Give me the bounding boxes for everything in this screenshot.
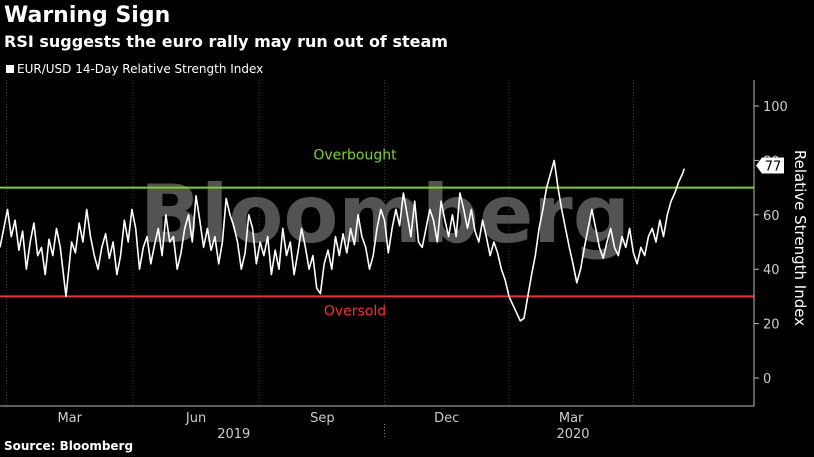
last-value-marker bbox=[756, 157, 784, 174]
x-tick-label: Mar bbox=[57, 411, 82, 426]
legend-swatch bbox=[6, 65, 14, 73]
x-tick-label: Dec bbox=[434, 411, 459, 426]
y-tick-label: 40 bbox=[763, 263, 780, 278]
y-axis-label: Relative Strength Index bbox=[791, 150, 809, 326]
chart-subtitle: RSI suggests the euro rally may run out … bbox=[4, 32, 448, 51]
y-tick-label: 100 bbox=[763, 100, 788, 115]
y-tick-label: 0 bbox=[763, 372, 771, 387]
x-year-label: 2019 bbox=[217, 427, 250, 442]
series-lines bbox=[0, 159, 686, 322]
x-tick-label: Mar bbox=[559, 411, 584, 426]
grid bbox=[6, 80, 634, 438]
x-year-label: 2020 bbox=[556, 427, 589, 442]
last-value-label: 77 bbox=[765, 160, 782, 175]
threshold-label-overbought: Overbought bbox=[313, 148, 397, 164]
y-tick-label: 20 bbox=[763, 318, 780, 333]
x-tick-label: Jun bbox=[185, 411, 206, 426]
thresholds: Overbought Oversold bbox=[0, 148, 754, 319]
axes: 020406080100MarJunSepDecMar2019202077Rel… bbox=[0, 80, 809, 442]
source-note: Source: Bloomberg bbox=[4, 439, 134, 453]
threshold-label-oversold: Oversold bbox=[324, 303, 386, 319]
series-line-0 bbox=[0, 159, 686, 322]
legend: EUR/USD 14-Day Relative Strength Index bbox=[6, 62, 263, 76]
chart-title: Warning Sign bbox=[4, 3, 171, 28]
legend-entry: EUR/USD 14-Day Relative Strength Index bbox=[17, 62, 264, 76]
y-tick-label: 60 bbox=[763, 209, 780, 224]
x-tick-label: Sep bbox=[310, 411, 335, 426]
